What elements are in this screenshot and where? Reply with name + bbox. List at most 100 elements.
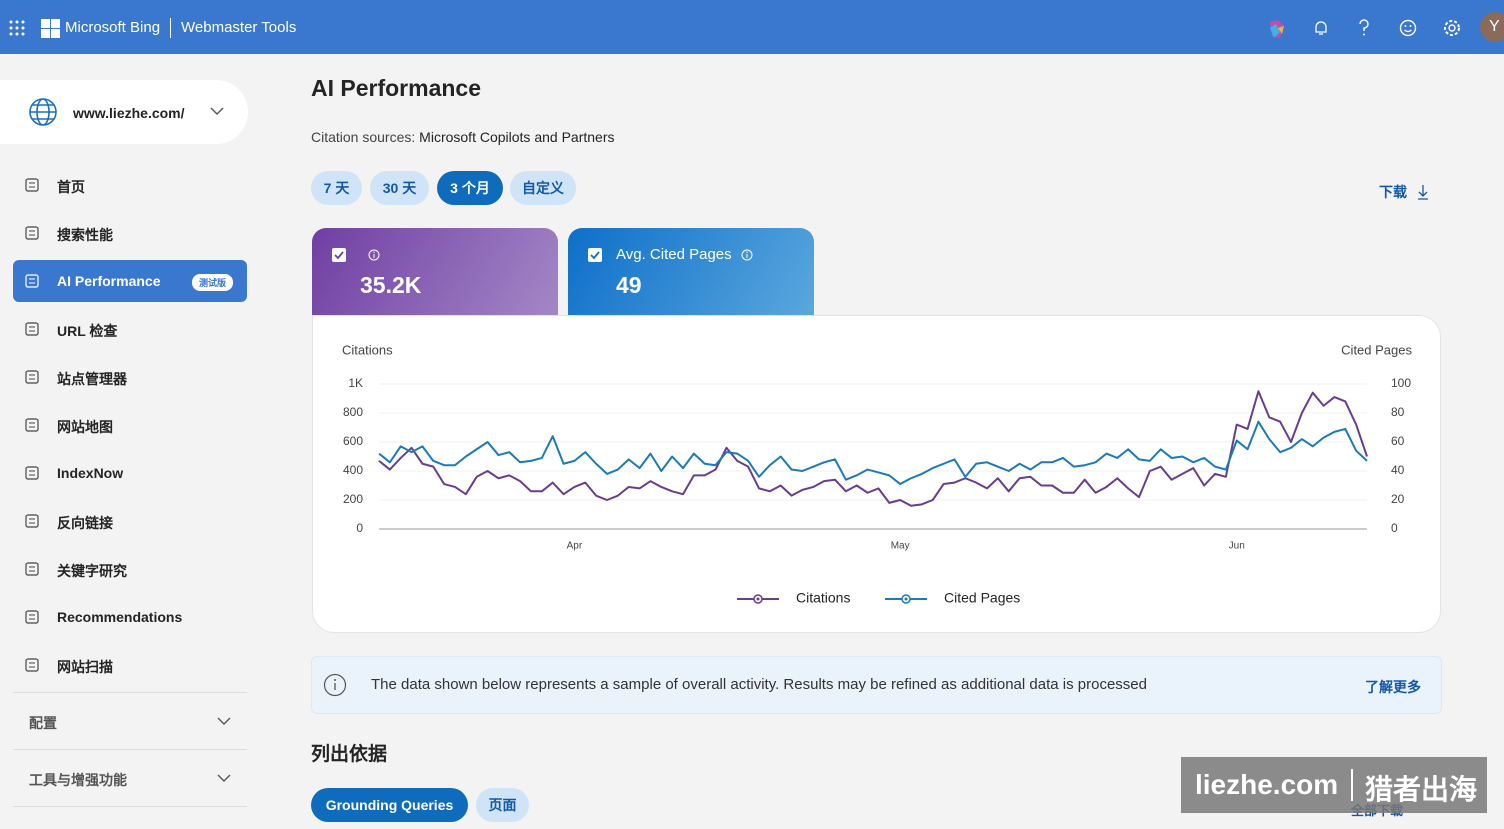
nav-icon bbox=[25, 178, 39, 192]
legend-marker-dot bbox=[756, 597, 760, 601]
metric-label: Avg. Cited Pages bbox=[616, 246, 732, 263]
info-icon[interactable] bbox=[741, 249, 753, 261]
nav-label: 站点管理器 bbox=[57, 371, 127, 387]
y2-tick-label: 80 bbox=[1391, 405, 1405, 419]
y2-tick-label: 60 bbox=[1391, 434, 1405, 448]
checkbox[interactable] bbox=[588, 248, 602, 262]
chart-card: Citations Cited Pages 0 200 400 600 800 1K 0 20 40… bbox=[312, 315, 1441, 633]
nav-icon bbox=[25, 466, 39, 480]
y2-tick-label: 100 bbox=[1391, 376, 1411, 390]
chart: Citations Cited Pages 0 200 400 600 800 1K 0 20 40… bbox=[342, 342, 1412, 606]
tab[interactable]: Grounding Queries bbox=[311, 788, 468, 822]
help[interactable] bbox=[1356, 19, 1372, 37]
nav-item[interactable]: 关键字研究 bbox=[13, 548, 247, 590]
citation-value: Microsoft Copilots and Partners bbox=[419, 129, 615, 145]
nav-icon bbox=[25, 370, 39, 384]
notifications[interactable] bbox=[1313, 20, 1329, 36]
y-axis-title: Citations bbox=[342, 342, 393, 357]
range-button[interactable]: 3 个月 bbox=[437, 171, 503, 205]
site-url: www.liezhe.com/ bbox=[73, 105, 185, 121]
y2-tick-label: 20 bbox=[1391, 492, 1405, 506]
feedback[interactable] bbox=[1399, 19, 1417, 37]
nav-icon bbox=[25, 322, 39, 336]
nav-item[interactable]: AI Performance 测试版 bbox=[13, 260, 247, 302]
chevron bbox=[217, 717, 231, 725]
nav-label: URL 检查 bbox=[57, 323, 118, 339]
nav-item[interactable]: 搜索性能 bbox=[13, 212, 247, 254]
nav-item[interactable]: URL 检查 bbox=[13, 308, 247, 350]
separator bbox=[13, 692, 247, 693]
brand: Microsoft Bing bbox=[65, 19, 161, 36]
nav-icon bbox=[25, 658, 39, 672]
nav-item[interactable]: Recommendations bbox=[13, 596, 247, 638]
tab[interactable]: 页面 bbox=[476, 788, 529, 822]
range-button[interactable]: 30 天 bbox=[370, 171, 429, 205]
learn-more[interactable]: 了解更多 bbox=[1365, 679, 1421, 695]
section-label: 工具与增强功能 bbox=[29, 772, 127, 788]
nav-label: Recommendations bbox=[57, 609, 183, 625]
nav-label: IndexNow bbox=[57, 465, 124, 481]
legend-label: Citations bbox=[796, 590, 850, 606]
nav-item[interactable]: IndexNow bbox=[13, 452, 247, 494]
y-tick-label: 600 bbox=[343, 434, 363, 448]
series-line bbox=[378, 420, 1368, 486]
notice-banner: The data shown below represents a sample… bbox=[311, 656, 1442, 714]
nav-item[interactable]: 首页 bbox=[13, 164, 247, 206]
nav-icon bbox=[25, 514, 39, 528]
nav-icon bbox=[25, 226, 39, 240]
section-toggle[interactable]: 配置 bbox=[13, 711, 247, 733]
legend-label: Cited Pages bbox=[944, 590, 1020, 606]
metric-card-pages[interactable]: Avg. Cited Pages 49 bbox=[568, 228, 814, 315]
download[interactable]: 下载 bbox=[1379, 182, 1429, 202]
app-launcher[interactable] bbox=[9, 20, 25, 36]
settings[interactable] bbox=[1443, 19, 1461, 37]
watermark-site: liezhe.com bbox=[1195, 769, 1339, 800]
chevron bbox=[210, 107, 224, 115]
separator bbox=[13, 749, 247, 750]
range-button[interactable]: 7 天 bbox=[311, 171, 362, 205]
watermark: liezhe.com 猎者出海 bbox=[1181, 757, 1487, 813]
metric-card-citations[interactable]: 35.2K bbox=[312, 228, 558, 315]
separator bbox=[13, 806, 247, 807]
download-icon bbox=[1417, 185, 1428, 200]
metric-value: 49 bbox=[616, 272, 642, 298]
nav-label: 首页 bbox=[57, 179, 85, 195]
legend-marker-dot bbox=[904, 597, 908, 601]
nav-label: 关键字研究 bbox=[57, 563, 127, 579]
product: Webmaster Tools bbox=[181, 19, 297, 36]
nav-icon bbox=[25, 418, 39, 432]
info-icon[interactable] bbox=[368, 249, 380, 261]
info-icon bbox=[323, 673, 347, 697]
metric-value: 35.2K bbox=[360, 272, 422, 298]
nav-icon bbox=[25, 610, 39, 624]
checkbox[interactable] bbox=[332, 248, 346, 262]
copilot-icon[interactable] bbox=[1266, 18, 1288, 40]
avatar[interactable]: Y bbox=[1480, 12, 1504, 42]
notice-text: The data shown below represents a sample… bbox=[371, 676, 1147, 693]
site-selector[interactable]: www.liezhe.com/ bbox=[0, 80, 248, 144]
citation-sources: Citation sources: Microsoft Copilots and… bbox=[311, 129, 614, 145]
nav-item[interactable]: 反向链接 bbox=[13, 500, 247, 542]
y2-axis-title: Cited Pages bbox=[1341, 342, 1412, 357]
nav-item[interactable]: 站点管理器 bbox=[13, 356, 247, 398]
divider bbox=[170, 18, 171, 38]
x-tick-label: Apr bbox=[567, 541, 583, 552]
nav-item[interactable]: 网站地图 bbox=[13, 404, 247, 446]
top-bar: Microsoft Bing Webmaster Tools Y bbox=[0, 0, 1504, 54]
nav-label: 搜索性能 bbox=[57, 227, 113, 243]
sidebar: www.liezhe.com/ 首页搜索性能 AI Performance 测试版 U… bbox=[0, 54, 260, 829]
nav-item[interactable]: 网站扫描 bbox=[13, 644, 247, 686]
range-button[interactable]: 自定义 bbox=[510, 171, 576, 205]
globe-icon bbox=[29, 98, 57, 126]
section-toggle[interactable]: 工具与增强功能 bbox=[13, 768, 247, 790]
download-label: 下载 bbox=[1379, 184, 1407, 200]
y-tick-label: 0 bbox=[356, 521, 363, 535]
page-title: AI Performance bbox=[311, 75, 482, 101]
nav-label: AI Performance bbox=[57, 273, 161, 289]
nav-label: 网站扫描 bbox=[57, 659, 113, 675]
nav-label: 网站地图 bbox=[57, 419, 113, 435]
x-tick-label: Jun bbox=[1229, 541, 1245, 552]
nav-icon bbox=[25, 274, 39, 288]
y-tick-label: 1K bbox=[348, 376, 363, 390]
